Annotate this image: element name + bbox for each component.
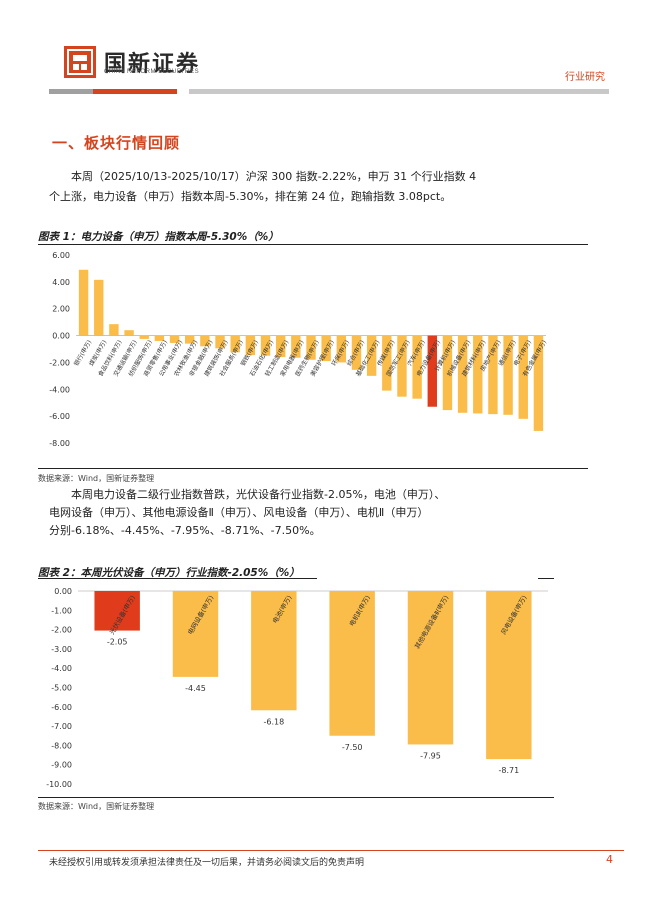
chart-bar: [124, 330, 134, 336]
y-tick-label: -8.00: [49, 439, 70, 448]
chart-bar: [245, 335, 256, 356]
data-label: -8.71: [498, 766, 519, 775]
chart-bar: [306, 335, 316, 360]
y-tick-label: 0.00: [54, 587, 72, 596]
chart-bar: [251, 591, 297, 711]
chart-bar: [473, 335, 483, 414]
y-tick-label: -8.00: [51, 741, 72, 750]
y-tick-label: 0.00: [52, 332, 70, 341]
y-tick-label: -2.00: [49, 358, 70, 367]
report-category: 行业研究: [565, 72, 605, 83]
y-tick-label: 2.00: [52, 305, 70, 314]
paragraph-2-line-2: 电网设备（申万）、其他电源设备Ⅱ（申万）、风电设备（申万）、电机Ⅱ（申万）: [49, 506, 429, 519]
y-tick-label: -6.00: [51, 703, 72, 712]
chart-bar: [442, 335, 453, 411]
chart-bar: [78, 269, 89, 336]
y-tick-label: -10.00: [46, 780, 72, 789]
y-tick-label: -5.00: [51, 684, 72, 693]
chart-bar: [200, 335, 210, 347]
chart-bar: [457, 335, 468, 413]
chart-bar: [230, 335, 240, 353]
figure-2-bar-chart: 0.00 -1.00 -2.00 -3.00 -4.00 -5.00 -6.00 -7.00 -…: [46, 587, 548, 789]
page-number: 4: [606, 853, 613, 866]
figure-2-source: 数据来源：Wind，国新证券整理: [38, 802, 155, 811]
figure-1-title: 图表 1：电力设备（申万）指数本周-5.30%（%）: [38, 231, 279, 243]
brand-name: 国新证券: [104, 52, 201, 77]
chart-bar: [336, 335, 347, 363]
chart-bar: [488, 335, 498, 415]
chart-bar: [260, 335, 271, 356]
figure-2-top-rule-right: [538, 578, 554, 579]
figure-1-bar-chart: 6.004.002.000.00-2.00-4.00-6.00-8.00银行(申…: [49, 251, 548, 448]
chart-bar: [94, 591, 140, 631]
y-tick-label: -3.00: [51, 645, 72, 654]
y-tick-label: -1.00: [51, 606, 72, 615]
header-bar-gray-left: [49, 89, 93, 94]
figure-2-bottom-rule: [38, 797, 554, 798]
figure-1-source: 数据来源：Wind，国新证券整理: [38, 474, 155, 483]
chart-bar: [412, 335, 422, 399]
chart-bar: [427, 335, 437, 407]
y-tick-label: -9.00: [51, 761, 72, 770]
chart-bar: [275, 335, 286, 358]
chart-bar: [109, 324, 119, 336]
brand-name-english: CHINA REFORM SECURITIES: [104, 69, 200, 75]
data-label: -6.18: [263, 717, 284, 726]
chart-bar: [172, 591, 219, 677]
y-tick-label: -6.00: [49, 412, 70, 421]
figure-2-top-rule: [38, 578, 317, 579]
chart-bar: [329, 591, 375, 736]
chart-bar: [215, 335, 225, 349]
data-label: -4.45: [185, 684, 206, 693]
chart-bar: [503, 335, 513, 415]
paragraph-1-line-2: 个上涨，电力设备（申万）指数本周-5.30%，排在第 24 位，跑输指数 3.0…: [49, 190, 452, 203]
paragraph-2-line-1: 本周电力设备二级行业指数普跌，光伏设备行业指数-2.05%，电池（申万）、: [71, 488, 446, 501]
data-label: -7.50: [342, 743, 363, 752]
chart-bar: [533, 335, 544, 431]
header-bar-gray-right: [189, 89, 609, 94]
header-bar-accent: [93, 89, 177, 94]
footer-disclaimer: 未经授权引用或转发须承担法律责任及一切后果，并请务必阅读文后的免责声明: [49, 858, 365, 868]
chart-bar: [351, 335, 362, 370]
y-tick-label: 6.00: [52, 251, 70, 260]
chart-bar: [407, 591, 454, 745]
figure-2-title: 图表 2：本周光伏设备（申万）行业指数-2.05%（%）: [38, 567, 300, 579]
section-title: 一、板块行情回顾: [52, 134, 181, 152]
y-tick-label: -7.00: [51, 722, 72, 731]
chart-bar: [321, 335, 331, 362]
data-label: -7.95: [420, 751, 441, 760]
y-tick-label: -4.00: [51, 664, 72, 673]
chart-bar: [486, 591, 532, 760]
chart-bar: [291, 335, 301, 358]
chart-bar: [139, 335, 149, 339]
data-label: -2.05: [107, 638, 128, 647]
footer-rule: [38, 850, 624, 851]
chart-bar: [518, 335, 528, 419]
chart-bar: [366, 335, 377, 376]
y-tick-label: -4.00: [49, 385, 70, 394]
figure-1-bottom-rule: [38, 468, 588, 469]
chart-bar: [154, 335, 165, 341]
company-logo: [64, 46, 96, 78]
chart-bar: [397, 335, 407, 397]
chart-bar: [169, 335, 180, 343]
paragraph-2-line-3: 分别-6.18%、-4.45%、-7.95%、-8.71%、-7.50%。: [49, 524, 321, 537]
y-tick-label: 4.00: [52, 278, 70, 287]
y-tick-label: -2.00: [51, 626, 72, 635]
chart-bar: [185, 335, 195, 344]
figure-1-top-rule: [38, 244, 588, 245]
paragraph-1-line-1: 本周（2025/10/13-2025/10/17）沪深 300 指数-2.22%…: [71, 170, 477, 183]
chart-bar: [382, 335, 392, 391]
chart-bar: [94, 279, 104, 336]
